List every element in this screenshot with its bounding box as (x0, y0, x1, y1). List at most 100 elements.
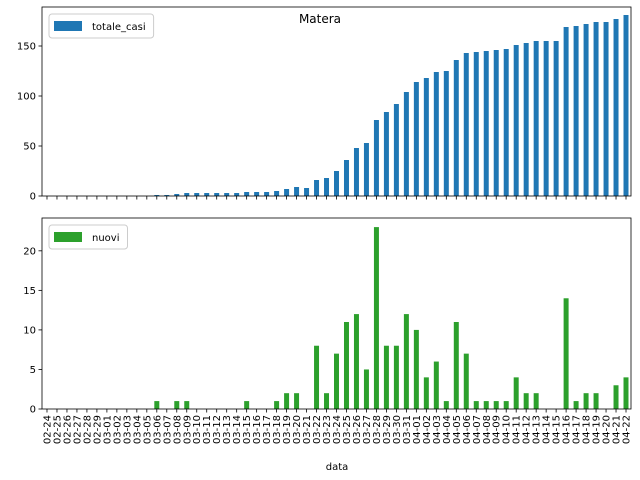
bar-totale_casi-03-29 (383, 112, 389, 196)
x-tick-label: 04-10 (502, 415, 513, 444)
x-tick-label: 03-23 (322, 415, 333, 444)
x-tick-label: 04-11 (512, 415, 523, 444)
bar-totale_casi-03-12 (214, 193, 220, 196)
x-tick-label: 04-01 (412, 415, 423, 444)
x-tick-label: 03-08 (172, 415, 183, 444)
bar-totale_casi-03-15 (244, 192, 250, 196)
bar-nuovi-03-28 (373, 227, 379, 409)
y-tick-label: 20 (23, 246, 36, 257)
bar-totale_casi-03-09 (184, 193, 190, 196)
x-tick-label: 03-16 (252, 415, 263, 444)
x-tick-label: 04-12 (522, 415, 533, 444)
bar-totale_casi-04-19 (593, 22, 599, 196)
bar-nuovi-04-16 (563, 298, 569, 409)
x-tick-label: 02-24 (42, 415, 53, 444)
x-tick-label: 04-21 (612, 415, 623, 444)
x-tick-label: 03-17 (262, 415, 273, 444)
x-tick-label: 04-17 (572, 415, 583, 444)
bar-totale_casi-03-24 (334, 171, 339, 196)
x-tick-label: 03-09 (182, 415, 193, 444)
bar-nuovi-04-12 (523, 393, 529, 409)
legend-label: totale_casi (92, 22, 146, 33)
x-tick-label: 03-19 (282, 415, 293, 444)
x-tick-label: 03-30 (392, 415, 403, 444)
bar-nuovi-03-18 (274, 401, 280, 409)
x-tick-label: 04-16 (562, 415, 573, 444)
bar-totale_casi-03-31 (403, 92, 409, 196)
bar-nuovi-03-22 (314, 345, 320, 409)
x-tick-label: 03-31 (402, 415, 413, 444)
bar-totale_casi-03-19 (284, 189, 290, 196)
bar-nuovi-03-27 (363, 369, 369, 409)
x-tick-label: 03-21 (302, 415, 313, 444)
x-tick-label: 04-19 (592, 415, 603, 444)
x-tick-label: 03-07 (162, 415, 173, 444)
y-tick-label: 0 (30, 405, 36, 416)
x-tick-label: 04-03 (432, 415, 443, 444)
x-tick-label: 03-13 (222, 415, 233, 444)
bar-totale_casi-04-05 (453, 60, 459, 196)
x-tick-label: 03-18 (272, 415, 283, 444)
x-tick-label: 03-10 (192, 415, 203, 444)
bar-totale_casi-04-22 (623, 15, 629, 196)
bar-totale_casi-03-28 (373, 120, 379, 196)
bar-totale_casi-03-13 (224, 193, 230, 196)
x-tick-label: 03-03 (122, 415, 133, 444)
bar-totale_casi-04-04 (443, 71, 449, 196)
x-tick-label: 02-29 (92, 415, 103, 444)
bar-nuovi-03-19 (284, 393, 290, 409)
x-tick-label: 04-18 (582, 415, 593, 444)
bar-nuovi-03-31 (403, 314, 409, 409)
x-tick-label: 02-27 (72, 415, 83, 444)
bar-nuovi-04-01 (413, 329, 419, 409)
bar-nuovi-04-02 (423, 377, 429, 409)
bar-totale_casi-03-23 (324, 178, 330, 196)
x-tick-label: 03-22 (312, 415, 323, 444)
bar-totale_casi-03-16 (254, 192, 260, 196)
bar-nuovi-03-15 (244, 401, 250, 409)
y-tick-label: 150 (17, 42, 36, 53)
x-tick-label: 03-20 (292, 415, 303, 444)
bar-totale_casi-04-20 (603, 22, 609, 196)
bar-nuovi-03-26 (353, 314, 359, 409)
x-tick-label: 03-28 (372, 415, 383, 444)
bar-nuovi-04-06 (463, 353, 469, 409)
x-tick-label: 04-09 (492, 415, 503, 444)
bar-nuovi-04-05 (453, 322, 459, 409)
bar-nuovi-03-24 (334, 353, 339, 409)
legend-label: nuovi (92, 233, 120, 244)
bar-nuovi-04-08 (483, 401, 489, 409)
legend: totale_casi (48, 13, 155, 39)
bar-totale_casi-03-27 (363, 143, 369, 196)
bar-totale_casi-04-15 (553, 41, 559, 196)
bar-nuovi-03-30 (393, 345, 399, 409)
bar-nuovi-04-10 (503, 401, 509, 409)
bar-nuovi-03-25 (343, 322, 349, 409)
bar-nuovi-03-29 (383, 345, 389, 409)
x-tick-label: 03-26 (352, 415, 363, 444)
x-tick-label: 03-29 (382, 415, 393, 444)
bar-nuovi-04-19 (593, 393, 599, 409)
bar-totale_casi-03-18 (274, 191, 280, 196)
bar-totale_casi-04-07 (473, 52, 479, 196)
x-tick-label: 02-25 (52, 415, 63, 444)
x-tick-label: 03-15 (242, 415, 253, 444)
x-tick-label: 04-22 (622, 415, 633, 444)
bar-totale_casi-04-18 (583, 24, 589, 196)
y-tick-label: 5 (30, 365, 36, 376)
bar-nuovi-04-17 (573, 401, 579, 409)
x-tick-label: 03-02 (112, 415, 123, 444)
x-tick-label: 04-20 (602, 415, 613, 444)
bar-totale_casi-04-03 (433, 72, 439, 196)
bar-totale_casi-03-26 (353, 148, 359, 196)
x-tick-label: 02-28 (82, 415, 93, 444)
bar-totale_casi-04-11 (513, 45, 519, 196)
x-tick-label: 03-04 (132, 415, 143, 444)
legend-swatch (54, 232, 82, 242)
y-tick-label: 100 (17, 92, 36, 103)
x-tick-label: 03-05 (142, 415, 153, 444)
bar-nuovi-04-13 (533, 393, 539, 409)
x-tick-label: 04-08 (482, 415, 493, 444)
chart-title: Matera (299, 12, 341, 26)
